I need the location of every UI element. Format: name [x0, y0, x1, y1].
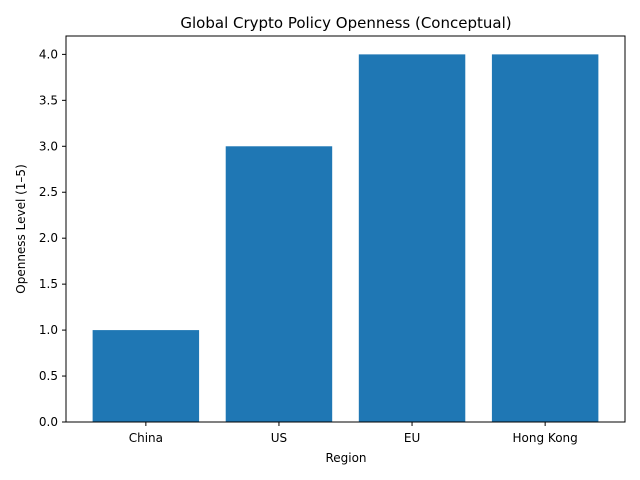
x-axis-ticks: China US EU Hong Kong [129, 422, 578, 445]
x-tick-label: US [271, 431, 287, 445]
bar-us [225, 146, 333, 423]
y-tick-label: 3.0 [39, 139, 58, 153]
y-tick-label: 4.0 [39, 47, 58, 61]
y-axis-label: Openness Level (1–5) [14, 164, 28, 293]
y-tick-label: 0.0 [39, 415, 58, 429]
y-axis-ticks: 0.0 0.5 1.0 1.5 2.0 2.5 3.0 3.5 4.0 [39, 47, 66, 429]
plot-frame [65, 35, 626, 423]
y-tick-label: 1.5 [39, 277, 58, 291]
y-tick-label: 2.5 [39, 185, 58, 199]
y-tick-label: 3.5 [39, 93, 58, 107]
bars-group [92, 54, 599, 423]
bar-eu [358, 54, 466, 422]
x-tick-label: EU [404, 431, 420, 445]
y-tick-label: 1.0 [39, 323, 58, 337]
chart-title: Global Crypto Policy Openness (Conceptua… [180, 14, 511, 32]
y-tick-label: 0.5 [39, 369, 58, 383]
bar-china [92, 330, 200, 422]
x-tick-label: Hong Kong [513, 431, 578, 445]
x-tick-label: China [129, 431, 163, 445]
x-axis-label: Region [325, 451, 366, 465]
y-tick-label: 2.0 [39, 231, 58, 245]
bar-hong-kong [491, 54, 599, 422]
